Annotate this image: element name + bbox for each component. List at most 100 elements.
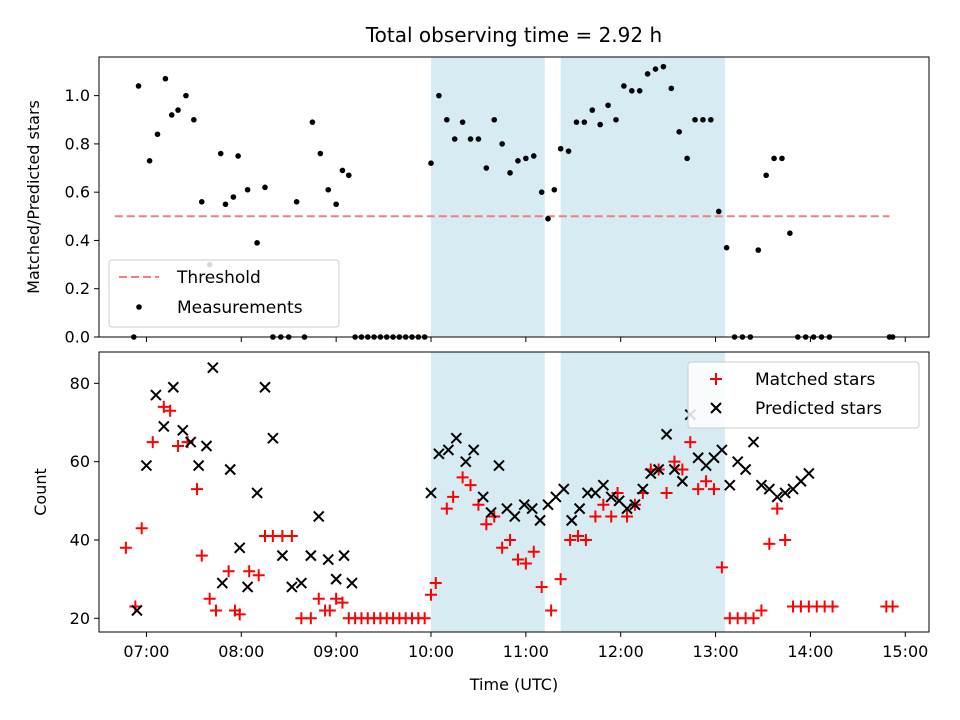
matched-star-point bbox=[425, 588, 437, 601]
predicted-star-point bbox=[167, 381, 180, 393]
measurement-point bbox=[364, 334, 371, 340]
predicted-star-point bbox=[803, 467, 815, 480]
measurement-point bbox=[605, 102, 611, 109]
matched-star-point bbox=[135, 522, 148, 535]
bottom-legend-box bbox=[687, 361, 920, 429]
measurement-point bbox=[262, 184, 268, 191]
measurement-point bbox=[444, 116, 450, 123]
legend-threshold-label: Threshold bbox=[176, 268, 261, 288]
matched-star-point bbox=[119, 541, 132, 554]
measurement-point bbox=[787, 230, 793, 237]
measurement-point bbox=[339, 167, 346, 174]
matched-star-point bbox=[252, 569, 265, 582]
matched-star-point bbox=[763, 537, 776, 550]
predicted-star-point bbox=[131, 604, 143, 617]
measurement-point bbox=[254, 240, 260, 246]
legend-measurements-label: Measurements bbox=[177, 298, 303, 318]
predicted-star-point bbox=[747, 436, 760, 448]
x-tick-label: 08:00 bbox=[218, 642, 264, 661]
matched-star-point bbox=[527, 545, 540, 558]
matched-star-point bbox=[164, 404, 177, 417]
predicted-star-point bbox=[771, 491, 783, 503]
measurement-point bbox=[573, 119, 580, 125]
measurement-point bbox=[692, 116, 698, 123]
measurement-point bbox=[613, 116, 619, 123]
matched-star-point bbox=[621, 510, 634, 523]
legend-predicted-label: Predicted stars bbox=[755, 399, 882, 419]
measurement-point bbox=[628, 87, 635, 94]
top-legend-box bbox=[108, 259, 340, 328]
predicted-star-point bbox=[660, 428, 673, 440]
measurement-point bbox=[451, 136, 458, 142]
matched-star-point bbox=[209, 604, 222, 617]
measurement-point bbox=[771, 155, 777, 162]
top-panel: 0.0 0.2 0.4 0.6 0.8 1.0 Matched/Predicted sta… bbox=[24, 56, 930, 347]
predicted-star-point bbox=[251, 487, 263, 499]
measurement-point bbox=[723, 244, 730, 251]
matched-star-point bbox=[755, 604, 768, 617]
y-tick-label: 20 bbox=[70, 609, 90, 628]
measurement-point bbox=[826, 334, 833, 340]
predicted-star-point bbox=[526, 502, 538, 515]
matched-star-point bbox=[715, 561, 728, 574]
measurement-point bbox=[162, 75, 169, 82]
measurement-point bbox=[565, 148, 572, 154]
matched-star-point bbox=[496, 541, 509, 554]
matched-star-point bbox=[535, 580, 548, 593]
top-legend: Threshold Measurements bbox=[108, 259, 340, 328]
predicted-star-point bbox=[442, 444, 455, 456]
measurement-point bbox=[889, 334, 896, 340]
measurement-point bbox=[708, 116, 714, 123]
matched-star-point bbox=[605, 510, 618, 523]
measurement-point bbox=[146, 157, 153, 164]
top-plot-frame bbox=[98, 56, 930, 338]
predicted-star-point bbox=[216, 577, 229, 589]
matched-star-point bbox=[330, 592, 343, 605]
predicted-star-point bbox=[629, 499, 641, 511]
predicted-star-point bbox=[322, 553, 334, 566]
matched-star-point bbox=[336, 596, 349, 609]
predicted-star-point bbox=[668, 463, 681, 476]
matched-star-point bbox=[504, 533, 517, 546]
predicted-star-point bbox=[330, 573, 342, 585]
matched-star-point bbox=[157, 400, 170, 413]
predicted-star-point bbox=[259, 381, 271, 393]
predicted-star-point bbox=[485, 506, 497, 519]
matched-star-point bbox=[195, 549, 208, 562]
predicted-star-point bbox=[467, 444, 480, 456]
measurement-point bbox=[402, 334, 409, 340]
predicted-star-point bbox=[346, 577, 358, 589]
predicted-star-point bbox=[460, 455, 472, 468]
matched-star-point bbox=[233, 608, 246, 621]
measurement-point bbox=[293, 199, 300, 205]
matched-star-point bbox=[519, 557, 532, 570]
predicted-star-point bbox=[597, 479, 610, 491]
measurement-point bbox=[700, 116, 706, 123]
predicted-star-point bbox=[241, 581, 254, 593]
matched-star-point bbox=[589, 510, 602, 523]
measurement-point bbox=[660, 63, 667, 70]
measurement-point bbox=[538, 189, 545, 195]
y-tick-label: 0.6 bbox=[65, 183, 90, 202]
y-tick-label: 40 bbox=[70, 530, 90, 549]
x-axis-label: Time (UTC) bbox=[469, 675, 558, 694]
measurement-point bbox=[130, 334, 137, 340]
matched-star-point bbox=[146, 436, 159, 449]
predicted-star-point bbox=[433, 448, 445, 460]
y-tick-label: 0.0 bbox=[65, 328, 90, 347]
measurement-point bbox=[421, 334, 428, 340]
matched-star-point bbox=[554, 573, 567, 586]
measurement-point bbox=[676, 129, 683, 135]
measurement-point bbox=[779, 155, 785, 162]
predicted-star-point bbox=[637, 483, 649, 495]
predicted-star-point bbox=[509, 510, 521, 523]
measurement-point bbox=[333, 201, 339, 208]
measurement-point bbox=[810, 334, 817, 340]
x-tick-label: 13:00 bbox=[693, 642, 739, 661]
predicted-star-point bbox=[652, 463, 665, 476]
predicted-star-point bbox=[140, 459, 153, 472]
y-tick-label: 80 bbox=[70, 374, 90, 393]
measurement-point bbox=[325, 186, 332, 193]
measurement-point bbox=[818, 334, 825, 340]
matched-star-point bbox=[429, 577, 442, 590]
